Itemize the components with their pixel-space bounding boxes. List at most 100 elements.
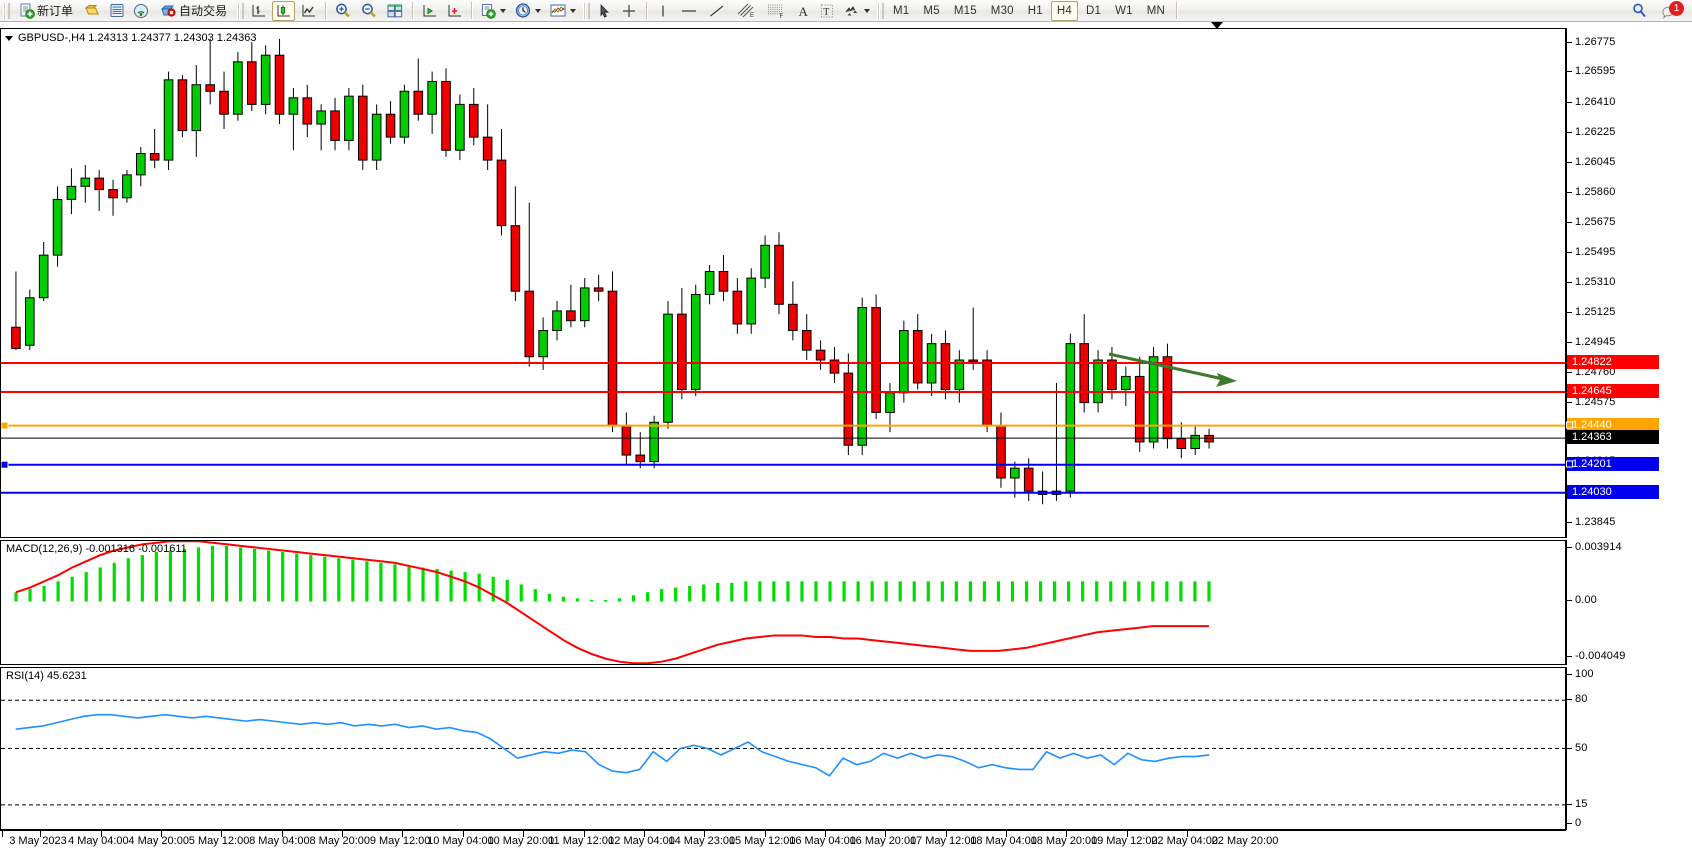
chart-scroll-marker[interactable] (1211, 22, 1223, 29)
templates-button[interactable] (546, 1, 579, 21)
time-tick (1005, 831, 1007, 837)
toolbar-separator-2 (412, 2, 414, 19)
price-level-badge[interactable]: 1.24201 (1567, 456, 1659, 471)
clock-icon (515, 3, 531, 18)
price-tick (1567, 402, 1572, 404)
equidistant-channel-button[interactable]: E (732, 1, 760, 21)
tile-windows-icon (387, 4, 403, 17)
bar-chart-button[interactable] (247, 1, 270, 21)
arrows-tool-button[interactable] (840, 1, 873, 21)
timeframe-w1-label: W1 (1115, 4, 1133, 17)
candlestick-chart-button[interactable] (272, 0, 296, 21)
price-axis[interactable]: 1.26775 1.26595 1.26410 1.26225 1.26045 1.258… (1566, 28, 1692, 538)
time-tick (402, 831, 404, 837)
time-tick-label: 18 May 20:00 (1030, 835, 1098, 847)
price-tick (1567, 372, 1572, 374)
price-level-handle[interactable] (1566, 421, 1573, 429)
new-order-button[interactable]: 新订单 (13, 1, 79, 21)
text-label-tool-button[interactable]: T (816, 1, 838, 21)
timeframe-h4[interactable]: H4 (1050, 0, 1078, 21)
toolbar-grip-2[interactable] (237, 2, 245, 19)
auto-scroll-button[interactable] (443, 1, 466, 21)
auto-scroll-icon (448, 4, 462, 16)
price-level-handle[interactable] (1566, 460, 1573, 468)
rsi-plot (1, 699, 1565, 806)
trendline-tool-button[interactable] (704, 1, 730, 21)
fibonacci-tool-button[interactable]: F (762, 1, 790, 21)
cursor-tool-button[interactable] (593, 1, 615, 21)
search-button[interactable] (1628, 1, 1651, 21)
timeframe-w1[interactable]: W1 (1109, 1, 1139, 21)
time-axis[interactable]: 3 May 2023 4 May 04:00 4 May 20:00 5 May 12… (0, 830, 1566, 854)
period-dropdown-arrow[interactable] (535, 8, 542, 13)
toolbar-grip-4[interactable] (877, 2, 885, 19)
macd-tick-label: 0.00 (1575, 594, 1597, 607)
price-level-badge[interactable]: 1.24645 (1567, 383, 1659, 398)
rsi-pane[interactable]: RSI(14) 45.6231 (0, 667, 1566, 830)
price-pane[interactable]: GBPUSD-,H4 1.24313 1.24377 1.24303 1.243… (0, 28, 1566, 538)
price-tick-label: 1.25495 (1575, 245, 1616, 258)
time-tick (945, 831, 947, 837)
toolbar-grip-1[interactable] (3, 2, 10, 19)
timeframe-m30[interactable]: M30 (985, 1, 1020, 21)
indicator-dropdown-arrow[interactable] (500, 8, 507, 13)
symbol-info-bar[interactable]: GBPUSD-,H4 1.24313 1.24377 1.24303 1.243… (5, 32, 257, 44)
line-chart-button[interactable] (297, 1, 320, 21)
autotrade-button[interactable]: 自动交易 (154, 1, 233, 21)
market-watch-button[interactable] (106, 1, 128, 21)
tile-windows-button[interactable] (383, 1, 407, 21)
zoom-out-button[interactable] (357, 1, 381, 21)
shift-chart-button[interactable] (418, 1, 441, 21)
price-tick (1567, 282, 1572, 283)
time-tick-label: 18 May 04:00 (970, 835, 1037, 847)
vertical-line-tool-button[interactable] (652, 1, 674, 21)
downtrend-arrow (1108, 352, 1237, 387)
period-button[interactable] (511, 1, 544, 21)
price-tick-label: 1.25675 (1575, 216, 1616, 229)
time-tick (885, 831, 887, 837)
rsi-tick (1567, 747, 1572, 749)
timeframe-mn[interactable]: MN (1141, 1, 1171, 21)
search-icon (1633, 3, 1646, 18)
timeframe-m1[interactable]: M1 (887, 1, 915, 21)
time-tick (161, 831, 163, 837)
bar-chart-icon (252, 4, 266, 16)
rsi-tick-label: 100 (1575, 668, 1594, 680)
arrows-dropdown-arrow[interactable] (864, 8, 871, 13)
chart-menu-caret-icon[interactable] (5, 35, 13, 41)
navigator-button[interactable] (130, 1, 152, 21)
svg-text:T: T (823, 7, 829, 18)
price-level-badge[interactable]: 1.24440 (1567, 417, 1659, 432)
timeframe-m15[interactable]: M15 (948, 1, 983, 21)
macd-pane-canvas[interactable] (1, 541, 1565, 664)
add-indicator-button[interactable] (477, 1, 509, 21)
zoom-in-button[interactable] (331, 1, 355, 21)
time-tick-label: 9 May 12:00 (369, 835, 431, 847)
timeframe-d1[interactable]: D1 (1080, 1, 1107, 21)
templates-dropdown-arrow[interactable] (570, 8, 577, 13)
macd-pane[interactable]: MACD(12,26,9) -0.001316 -0.001611 (0, 540, 1566, 665)
timeframe-h1[interactable]: H1 (1022, 1, 1049, 21)
crosshair-tool-button[interactable] (617, 1, 641, 21)
notifications-button[interactable]: 1 (1658, 0, 1684, 21)
profile-button[interactable] (81, 1, 104, 21)
price-level-badge[interactable]: 1.24030 (1567, 484, 1659, 499)
chart-shift-icon (423, 4, 437, 16)
chart-area[interactable]: GBPUSD-,H4 1.24313 1.24377 1.24303 1.243… (0, 22, 1692, 855)
time-tick (1187, 831, 1188, 837)
time-tick-label: 10 May 04:00 (427, 835, 494, 847)
price-pane-canvas[interactable] (1, 29, 1565, 537)
add-document-icon (482, 3, 496, 19)
toolbar-grip-3[interactable] (583, 2, 591, 19)
price-level-badge[interactable]: 1.24822 (1567, 354, 1659, 369)
horizontal-line-tool-button[interactable] (676, 1, 702, 21)
rsi-axis: 100 80 50 15 0 (1566, 667, 1692, 830)
timeframe-m5[interactable]: M5 (917, 1, 945, 21)
rsi-tick-label: 15 (1575, 797, 1588, 810)
price-level-badge[interactable]: 1.24363 (1567, 430, 1659, 445)
macd-title: MACD(12,26,9) -0.001316 -0.001611 (6, 543, 187, 555)
rsi-title: RSI(14) 45.6231 (6, 670, 87, 682)
time-tick (100, 831, 102, 837)
text-tool-button[interactable]: A (792, 1, 814, 21)
rsi-pane-canvas[interactable] (1, 668, 1565, 829)
